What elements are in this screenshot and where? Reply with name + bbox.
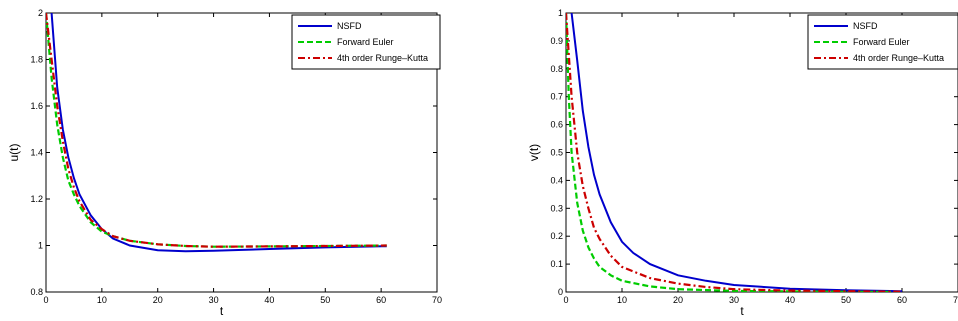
chart-panel-1: 0 10 20 30 40 50 60 70 0.8 1 1.2 1.4 1.6 1.8 2 t u(t) NSF…	[7, 8, 442, 318]
legend-label: NSFD	[853, 21, 878, 31]
y-tick-label: 1.8	[30, 55, 43, 65]
x-tick-label: 70	[432, 295, 442, 305]
legend: NSFD Forward Euler 4th order Runge–Kutta	[291, 14, 441, 70]
y-tick-label: 0.2	[550, 231, 563, 241]
y-tick-label: 1.2	[30, 194, 43, 204]
y-tick-label: 0.5	[550, 148, 563, 158]
y-tick-label: 0.9	[550, 36, 563, 46]
x-tick-label: 60	[897, 295, 907, 305]
y-tick-label: 0.6	[550, 120, 563, 130]
x-tick-label: 10	[97, 295, 107, 305]
series-lines	[46, 13, 387, 253]
x-tick-label: 40	[785, 295, 795, 305]
legend-label: 4th order Runge–Kutta	[337, 53, 428, 63]
y-tick-label: 0.4	[550, 175, 563, 185]
y-tick-label: 0.1	[550, 259, 563, 269]
x-tick-label: 10	[617, 295, 627, 305]
y-tick-label: 0.7	[550, 92, 563, 102]
x-tick-label: 0	[563, 295, 568, 305]
y-tick-label: 1	[38, 241, 43, 251]
legend-label: Forward Euler	[337, 37, 394, 47]
x-tick-label: 30	[729, 295, 739, 305]
x-tick-label: 20	[673, 295, 683, 305]
y-axis-label: u(t)	[7, 143, 21, 161]
x-tick-label: 60	[376, 295, 386, 305]
series-line	[46, 13, 387, 248]
series-line	[566, 13, 903, 292]
y-tick-label: 0.8	[550, 64, 563, 74]
legend-label: NSFD	[337, 21, 362, 31]
legend: NSFD Forward Euler 4th order Runge–Kutta	[807, 14, 958, 70]
x-axis-label: t	[220, 304, 224, 318]
legend-label: Forward Euler	[853, 37, 910, 47]
series-line	[566, 13, 903, 292]
x-tick-label: 70	[953, 295, 958, 305]
x-tick-label: 50	[320, 295, 330, 305]
series-line	[570, 13, 903, 292]
y-tick-label: 1	[558, 8, 563, 18]
x-tick-label: 50	[841, 295, 851, 305]
y-axis-label: v(t)	[527, 144, 541, 161]
y-tick-label: 2	[38, 8, 43, 18]
y-tick-label: 0	[558, 287, 563, 297]
y-tick-label: 1.6	[30, 101, 43, 111]
y-tick-label: 0.8	[30, 287, 43, 297]
x-tick-label: 0	[43, 295, 48, 305]
y-tick-label: 1.4	[30, 148, 43, 158]
x-tick-label: 30	[209, 295, 219, 305]
chart-panel-2: 0 10 20 30 40 50 60 70 0 0.1 0.2 0.3 0.4 0.5 0.6 0.7 0.8…	[527, 8, 958, 318]
series-lines	[566, 13, 903, 292]
x-axis-label: t	[740, 304, 744, 318]
x-tick-label: 40	[264, 295, 274, 305]
x-tick-label: 20	[153, 295, 163, 305]
y-tick-label: 0.3	[550, 203, 563, 213]
legend-label: 4th order Runge–Kutta	[853, 53, 944, 63]
